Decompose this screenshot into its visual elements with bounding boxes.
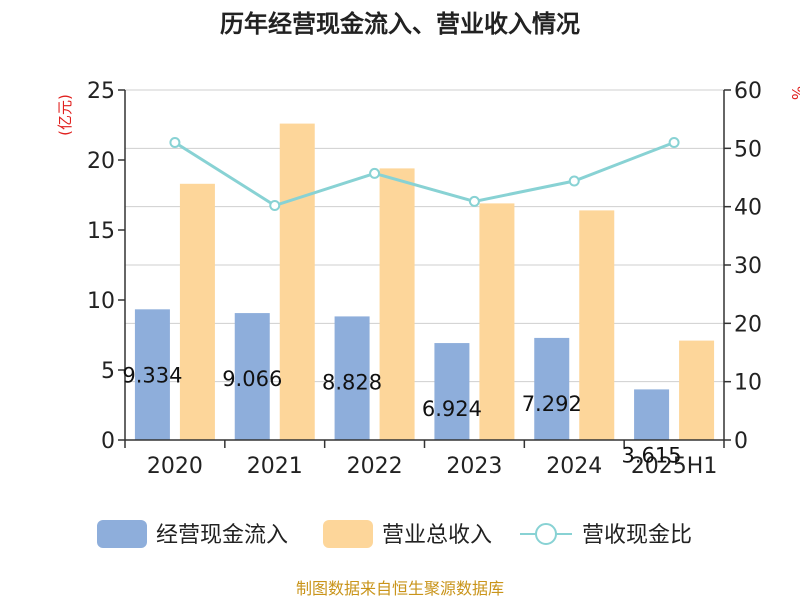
right-tick-label: 40 xyxy=(734,196,762,221)
ratio-point xyxy=(668,137,680,148)
right-tick-label: 30 xyxy=(734,254,762,279)
left-tick-label: 5 xyxy=(101,359,115,384)
legend-swatch-revenue xyxy=(323,520,373,548)
data-label-cash-inflow: 8.828 xyxy=(322,370,382,394)
data-label-cash-inflow: 9.334 xyxy=(122,363,182,387)
legend: 经营现金流入 营业总收入 营收现金比 xyxy=(97,520,692,548)
left-tick-label: 20 xyxy=(87,149,115,174)
data-label-cash-inflow: 7.292 xyxy=(522,392,582,416)
bar-cash-inflow xyxy=(434,343,470,440)
bar-revenue xyxy=(479,203,515,440)
ratio-point xyxy=(169,137,181,148)
ratio-line xyxy=(169,137,680,211)
right-axis-unit: % xyxy=(788,86,800,100)
left-tick-label: 10 xyxy=(87,289,115,314)
chart-title: 历年经营现金流入、营业收入情况 xyxy=(220,10,580,38)
x-tick-label: 2023 xyxy=(446,454,502,479)
ratio-line-path xyxy=(174,141,675,208)
bar-cash-inflow xyxy=(634,389,670,440)
left-tick-label: 25 xyxy=(87,79,115,104)
axes: 0 5 10 15 20 25 0 10 20 30 40 50 60 2020 2021 2022 2023 2… xyxy=(87,79,762,479)
data-label-cash-inflow: 6.924 xyxy=(422,397,482,421)
x-tick-label: 2021 xyxy=(247,454,303,479)
x-tick-label: 2024 xyxy=(546,454,602,479)
bar-cash-inflow xyxy=(534,337,570,440)
bar-revenue xyxy=(279,123,315,440)
right-tick-label: 60 xyxy=(734,79,762,104)
bar-cash-inflow xyxy=(234,313,270,440)
x-tick-label: 2022 xyxy=(347,454,403,479)
bar-revenue xyxy=(379,168,415,440)
legend-label-ratio: 营收现金比 xyxy=(582,523,692,548)
footer-source: 制图数据来自恒生聚源数据库 xyxy=(296,579,504,598)
legend-swatch-cash-inflow xyxy=(97,520,147,548)
ratio-point xyxy=(568,175,580,187)
right-tick-label: 10 xyxy=(734,371,762,396)
ratio-point xyxy=(468,195,480,207)
left-axis-unit: (亿元) xyxy=(56,94,74,136)
ratio-point xyxy=(269,200,281,211)
legend-label-revenue: 营业总收入 xyxy=(382,523,492,548)
data-labels: 9.334 9.066 8.828 6.924 7.292 3.615 xyxy=(122,363,681,467)
left-tick-label: 0 xyxy=(101,429,115,454)
x-tick-label: 2025H1 xyxy=(631,454,718,479)
bar-cash-inflow xyxy=(134,309,170,440)
right-tick-label: 50 xyxy=(734,137,762,162)
right-tick-label: 20 xyxy=(734,312,762,337)
x-tick-label: 2020 xyxy=(147,454,203,479)
bar-cash-inflow xyxy=(334,316,370,440)
bar-revenue xyxy=(179,183,215,441)
bars xyxy=(134,123,715,441)
bar-revenue xyxy=(579,210,615,440)
grid xyxy=(125,89,724,383)
ratio-point xyxy=(369,167,381,179)
legend-marker-ratio xyxy=(535,523,557,545)
right-tick-label: 0 xyxy=(734,429,748,454)
legend-label-cash-inflow: 经营现金流入 xyxy=(156,523,288,548)
left-tick-label: 15 xyxy=(87,219,115,244)
bar-revenue xyxy=(679,340,715,440)
data-label-cash-inflow: 9.066 xyxy=(222,367,282,391)
data-label-cash-inflow: 3.615 xyxy=(622,443,682,467)
